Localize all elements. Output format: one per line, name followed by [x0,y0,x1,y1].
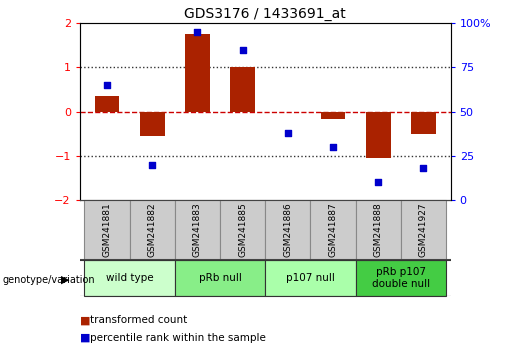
Text: GSM241881: GSM241881 [102,203,111,257]
Bar [366,112,391,158]
Bar [265,200,311,260]
Bar [356,260,446,296]
Text: pRb p107
double null: pRb p107 double null [372,267,430,289]
Text: ■: ■ [80,333,90,343]
Point [238,47,247,52]
Text: ▶: ▶ [61,275,70,285]
Bar [311,200,356,260]
Point [148,162,156,167]
Point [374,179,383,185]
Title: GDS3176 / 1433691_at: GDS3176 / 1433691_at [184,7,346,21]
Text: GSM241882: GSM241882 [148,203,157,257]
Text: transformed count: transformed count [90,315,187,325]
Bar [411,112,436,133]
Point [329,144,337,150]
Bar [175,260,265,296]
Text: GSM241887: GSM241887 [329,203,337,257]
Point [284,130,292,136]
Bar [140,112,165,136]
Point [419,165,427,171]
Bar [230,67,255,112]
Bar [401,200,446,260]
Bar [175,200,220,260]
Bar [130,200,175,260]
Point [103,82,111,88]
Text: ■: ■ [80,315,90,325]
Bar [356,200,401,260]
Point [193,29,201,35]
Text: wild type: wild type [106,273,153,283]
Text: percentile rank within the sample: percentile rank within the sample [90,333,266,343]
Text: GSM241927: GSM241927 [419,203,428,257]
Text: GSM241885: GSM241885 [238,203,247,257]
Bar [185,34,210,112]
Bar [220,200,265,260]
Text: GSM241886: GSM241886 [283,203,293,257]
Bar [84,200,130,260]
Text: p107 null: p107 null [286,273,335,283]
Text: GSM241888: GSM241888 [374,203,383,257]
Text: GSM241883: GSM241883 [193,203,202,257]
Text: pRb null: pRb null [199,273,242,283]
Bar [95,96,119,112]
Bar [321,112,346,120]
Bar [84,260,175,296]
Bar [265,260,356,296]
Text: genotype/variation: genotype/variation [3,275,95,285]
